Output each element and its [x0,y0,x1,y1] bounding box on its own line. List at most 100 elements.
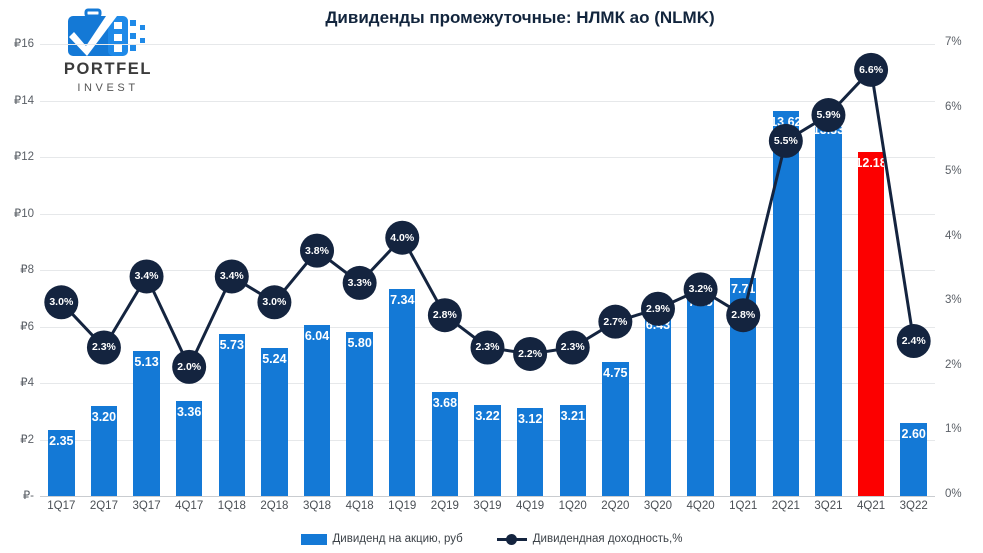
x-axis-tick: 2Q20 [601,500,630,512]
line-point[interactable] [555,330,590,365]
bar-value-label: 5.24 [262,351,287,366]
bar[interactable] [218,334,245,496]
bar[interactable] [133,351,160,496]
x-axis-tick: 3Q21 [814,500,843,512]
line-point-label: 2.2% [518,347,543,360]
bar[interactable] [90,405,118,496]
bar[interactable] [48,429,75,496]
chart-legend: Дивиденд на акцию, руб Дивидендная доход… [0,528,983,550]
x-axis-tick: 3Q22 [899,500,928,512]
bar[interactable] [687,291,714,496]
legend-line-label: Дивидендная доходность,% [532,533,683,545]
y-axis-left-tick: ₽10 [13,207,34,220]
y-axis-left-tick: ₽- [22,490,34,502]
gridline [40,383,935,384]
gridline [40,44,935,45]
line-series [44,52,931,384]
x-axis-tick: 4Q20 [686,500,715,512]
y-axis-left-tick: ₽4 [20,377,34,389]
y-axis-right-tick: 3% [945,294,962,307]
bar[interactable] [602,361,629,496]
bar-value-label: 5.13 [134,355,159,370]
x-axis-tick: 2Q17 [89,500,118,512]
bar-value-label: 3.12 [517,411,543,426]
line-point[interactable] [811,98,846,133]
legend-line-swatch [496,533,527,545]
bar[interactable] [474,405,501,496]
bar[interactable] [175,401,203,496]
yield-line [60,68,916,369]
y-axis-left-tick: ₽6 [20,320,34,333]
x-axis-labels: 1Q17 2Q17 3Q17 4Q17 1Q18 2Q18 3Q18 4Q18 1Q19 2Q19… [40,500,935,520]
line-point-label: 2.3% [475,341,500,354]
bar[interactable] [303,325,331,496]
line-point[interactable] [513,336,548,371]
bar[interactable] [644,314,672,496]
x-axis-tick: 1Q21 [729,500,758,512]
line-point-label: 3.3% [347,276,372,289]
line-point[interactable] [342,265,377,300]
bar[interactable] [559,405,586,496]
line-point[interactable] [257,285,292,320]
x-axis-tick: 3Q18 [302,500,332,512]
x-axis-tick: 4Q17 [175,500,204,512]
bar[interactable] [389,288,416,496]
line-point[interactable] [640,291,675,326]
bar[interactable] [900,422,927,496]
line-point[interactable] [214,259,249,294]
bar[interactable] [815,119,842,496]
y-axis-right-tick: 1% [945,423,962,436]
line-point-label: 2.7% [603,315,628,328]
y-axis-right-tick: 7% [945,36,962,48]
x-axis-tick: 2Q21 [771,500,800,512]
line-point[interactable] [598,304,633,339]
line-point[interactable] [385,220,420,255]
bar-value-label: 3.21 [560,409,585,424]
line-point[interactable] [896,324,931,359]
x-axis-tick: 1Q20 [558,500,587,512]
x-axis-tick: 2Q18 [260,500,289,512]
legend-bar-swatch [300,533,327,545]
line-point-label: 2.8% [432,309,457,322]
y-axis-right-tick: 6% [945,100,962,113]
line-point-label: 2.0% [177,360,202,373]
legend-bar-label: Дивиденд на акцию, руб [332,533,463,545]
line-point[interactable] [44,285,79,320]
legend-item-bar[interactable]: Дивиденд на акцию, руб [300,533,463,545]
bar-value-label: 5.73 [219,338,244,353]
legend-item-line[interactable]: Дивидендная доходность,% [496,533,683,545]
bar[interactable] [857,151,885,496]
line-point[interactable] [86,330,121,365]
y-axis-left-tick: ₽12 [13,151,34,163]
line-point[interactable] [768,123,803,158]
y-axis-right-tick: 5% [945,165,962,178]
bar-value-label: 12.18 [855,155,887,170]
line-point-label: 3.0% [262,296,287,309]
line-point[interactable] [300,233,335,268]
bar-value-label: 2.60 [901,426,926,441]
line-point[interactable] [470,330,505,365]
bar[interactable] [261,347,288,496]
line-point-label: 3.8% [305,244,329,257]
logo-name: PORTFEL [63,60,153,78]
bar-value-label: 2.35 [49,433,74,448]
line-point[interactable] [726,298,761,333]
line-point-label: 5.5% [773,134,798,147]
line-point-label: 2.8% [731,309,756,322]
bar-value-label: 3.22 [475,409,500,424]
bar-value-label: 3.20 [91,409,117,424]
bar[interactable] [516,407,544,496]
gridline [40,270,935,271]
y-axis-left-tick: ₽8 [20,264,34,276]
line-point[interactable] [854,52,889,87]
line-point[interactable] [683,272,718,307]
bar-value-label: 4.75 [603,365,628,380]
gridline [40,100,935,102]
x-axis-tick: 1Q17 [47,500,76,512]
y-axis-right-tick: 4% [945,229,962,242]
bar[interactable] [346,332,373,496]
line-point[interactable] [172,349,207,384]
bar[interactable] [431,392,459,496]
line-point[interactable] [427,298,462,333]
line-point[interactable] [129,259,164,294]
